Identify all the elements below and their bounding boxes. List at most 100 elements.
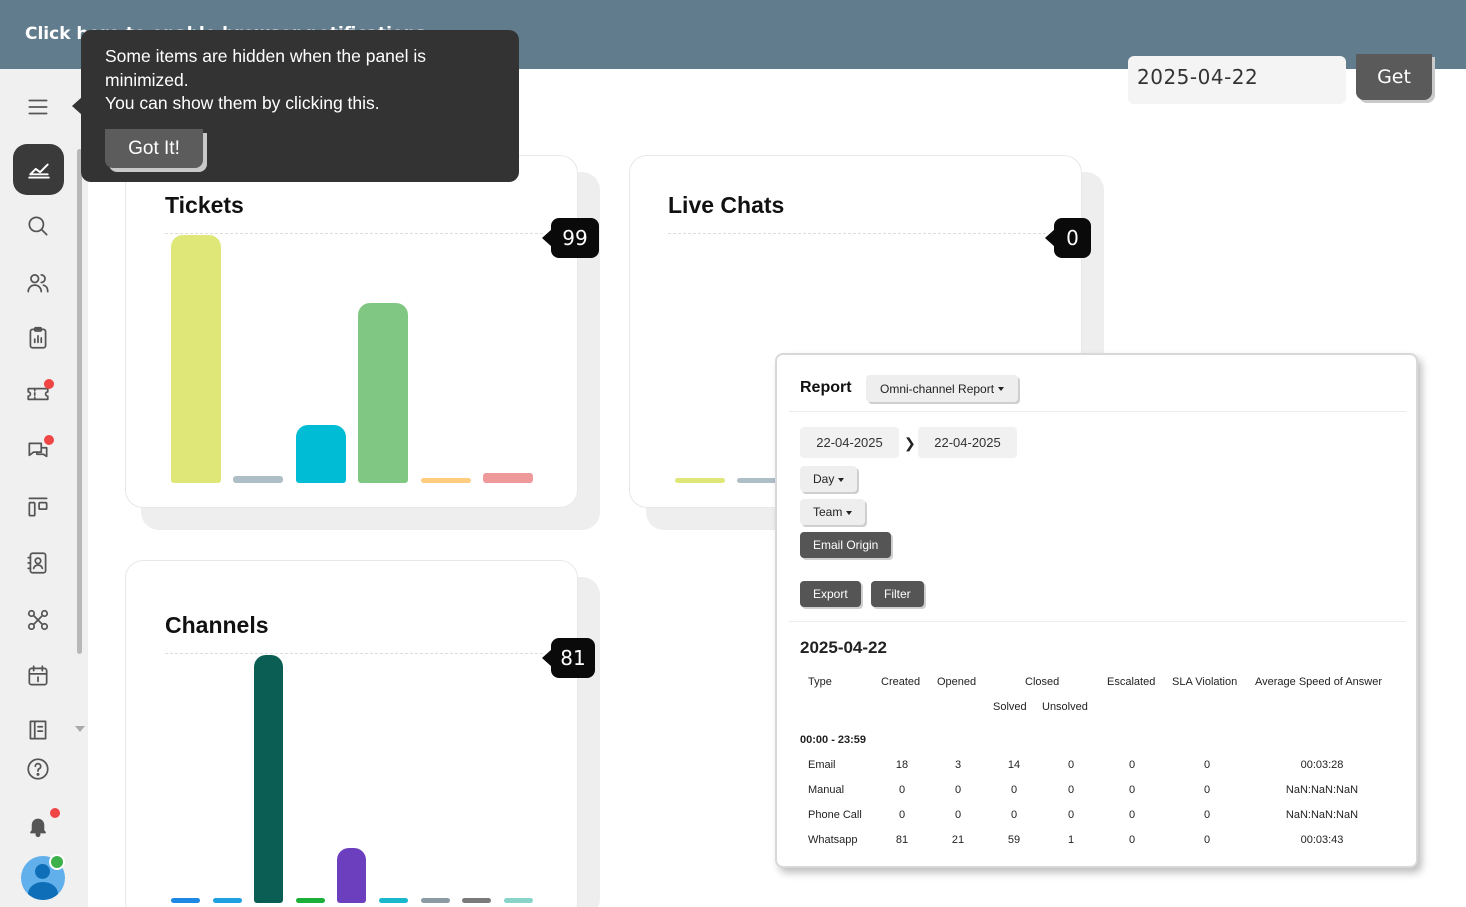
table-cell: 00:03:43 [1300, 834, 1344, 846]
table-cell: 0 [954, 809, 962, 821]
dashboard-icon[interactable] [13, 144, 64, 195]
search-icon[interactable] [22, 210, 54, 242]
live-chats-title: Live Chats [668, 192, 785, 218]
chart-bar [675, 478, 725, 483]
report-panel: Report Omni-channel Report 22-04-2025 ❯ … [775, 353, 1418, 868]
tooltip-text-line2: You can show them by clicking this. [105, 93, 380, 113]
bell-notification-dot [50, 808, 60, 818]
table-cell: 0 [1067, 759, 1075, 771]
chart-bar [379, 898, 408, 903]
column-header: Escalated [1107, 676, 1156, 688]
kanban-icon[interactable] [22, 491, 54, 523]
chat-icon[interactable] [22, 435, 54, 467]
table-cell: 00:03:28 [1300, 759, 1344, 771]
table-cell: 3 [954, 759, 962, 771]
date-input[interactable]: 2025-04-22 [1128, 56, 1346, 104]
sidebar-scroll-down-icon[interactable] [75, 726, 85, 732]
table-cell: 0 [1203, 809, 1211, 821]
chart-bar [358, 302, 409, 483]
tickets-divider [165, 233, 543, 234]
ticket-notification-dot [44, 379, 54, 389]
channels-count-badge: 81 [542, 638, 595, 678]
export-button[interactable]: Export [800, 581, 861, 607]
date-to-field[interactable]: 22-04-2025 [918, 427, 1017, 458]
help-icon[interactable] [22, 753, 54, 785]
live-chats-count-badge: 0 [1045, 218, 1091, 258]
period-dropdown[interactable]: Day [800, 466, 858, 492]
row-type-cell: Email [808, 759, 836, 771]
calendar-icon[interactable] [22, 660, 54, 692]
period-label: Day [813, 472, 835, 486]
table-cell: 1 [1067, 834, 1075, 846]
contact-book-icon[interactable] [22, 547, 54, 579]
table-cell: 59 [1007, 834, 1021, 846]
knowledge-base-icon[interactable] [22, 714, 54, 746]
row-type-cell: Whatsapp [808, 834, 858, 846]
channels-title: Channels [165, 612, 269, 638]
group-dropdown[interactable]: Team [800, 499, 866, 525]
live-chats-bar-chart [675, 235, 787, 483]
table-cell: 0 [1203, 834, 1211, 846]
filter-button[interactable]: Filter [871, 581, 924, 607]
table-cell: 14 [1007, 759, 1021, 771]
table-cell: 0 [1010, 784, 1018, 796]
column-header: Opened [937, 676, 977, 688]
report-date-heading: 2025-04-22 [800, 638, 887, 657]
chat-notification-dot [44, 435, 54, 445]
report-type-label: Omni-channel Report [880, 381, 995, 396]
table-cell: 0 [1010, 809, 1018, 821]
report-divider [789, 621, 1406, 622]
table-cell: 0 [898, 784, 906, 796]
menu-icon[interactable] [22, 91, 54, 123]
column-header: Type [808, 676, 832, 688]
minimized-panel-tooltip: Some items are hidden when the panel is … [72, 30, 519, 182]
group-label: Team [813, 505, 843, 519]
clipboard-chart-icon[interactable] [22, 322, 54, 354]
table-cell: 0 [1128, 809, 1136, 821]
column-header: Average Speed of Answer [1255, 676, 1382, 688]
online-status-dot [49, 854, 65, 870]
chart-bar [171, 898, 200, 903]
chart-bar [420, 478, 471, 483]
row-type-cell: Phone Call [808, 809, 862, 821]
report-type-dropdown[interactable]: Omni-channel Report [866, 375, 1019, 402]
chevron-down-icon [838, 477, 845, 482]
email-origin-button[interactable]: Email Origin [800, 532, 892, 558]
tickets-bar-chart [171, 235, 533, 483]
table-cell: 0 [1128, 759, 1136, 771]
chart-bar [462, 898, 492, 903]
table-cell: 0 [898, 809, 906, 821]
sidebar [0, 69, 88, 907]
get-button[interactable]: Get [1356, 54, 1432, 100]
row-type-cell: Manual [808, 784, 845, 796]
chevron-down-icon [846, 510, 853, 515]
got-it-button[interactable]: Got It! [105, 129, 203, 168]
tickets-title: Tickets [165, 192, 244, 218]
chart-bar [420, 898, 450, 903]
table-cell: 81 [895, 834, 909, 846]
table-cell: 0 [1203, 784, 1211, 796]
chart-bar [295, 898, 325, 903]
live-chats-divider [668, 233, 1046, 234]
bell-icon[interactable] [22, 810, 54, 842]
ticket-icon[interactable] [22, 378, 54, 410]
table-cell: NaN:NaN:NaN [1285, 784, 1359, 796]
table-cell: 0 [1128, 784, 1136, 796]
sidebar-scrollbar[interactable] [77, 149, 82, 654]
users-icon[interactable] [22, 267, 54, 299]
subcolumn-header: Solved [993, 701, 1027, 713]
chevron-down-icon [998, 387, 1005, 392]
table-cell: 18 [895, 759, 909, 771]
column-header: SLA Violation [1172, 676, 1238, 688]
chart-bar [295, 425, 346, 483]
report-title: Report [800, 379, 852, 396]
date-from-field[interactable]: 22-04-2025 [800, 427, 899, 458]
table-cell: 0 [1128, 834, 1136, 846]
chart-bar [212, 898, 242, 903]
network-icon[interactable] [22, 604, 54, 636]
subcolumn-header: Unsolved [1042, 701, 1088, 713]
channels-bar-chart [171, 655, 533, 903]
column-header: Created [881, 676, 921, 688]
date-input-value: 2025-04-22 [1137, 65, 1259, 89]
